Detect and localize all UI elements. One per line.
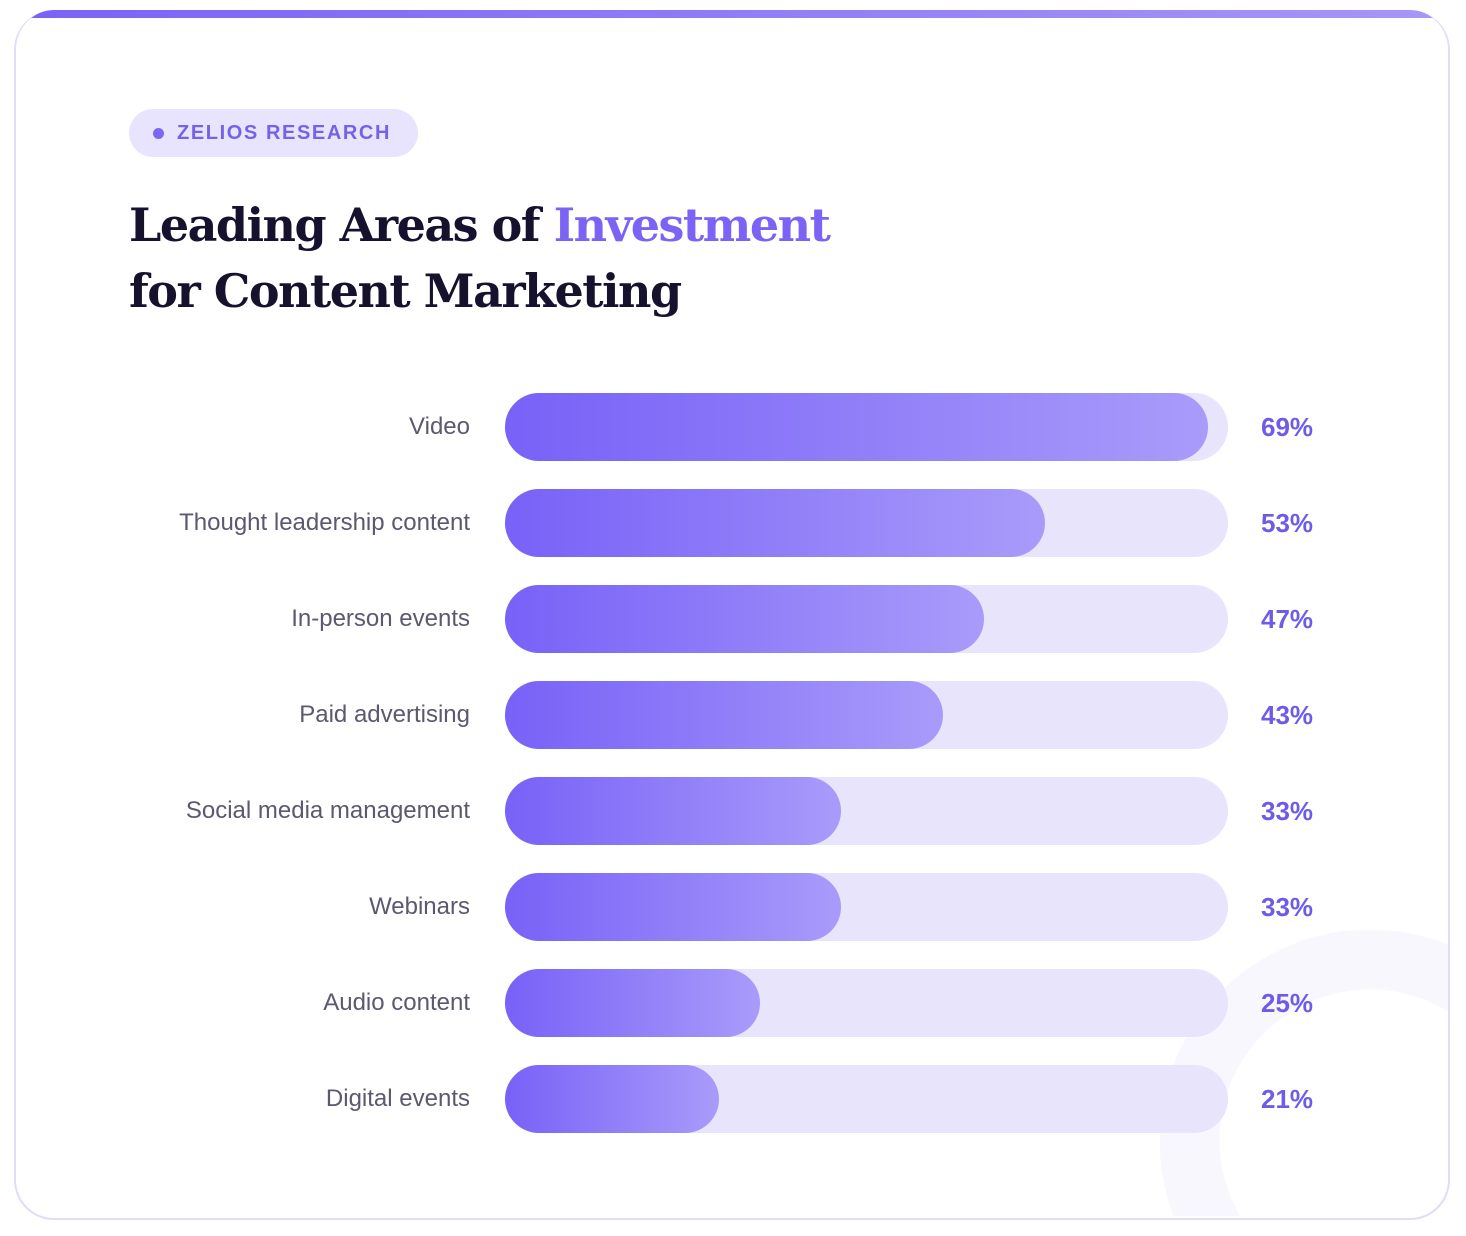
category-label: In-person events bbox=[291, 605, 470, 632]
category-label: Social media management bbox=[185, 797, 470, 824]
category-label: Webinars bbox=[369, 893, 470, 920]
bar-track bbox=[505, 873, 1228, 941]
value-label: 43% bbox=[1261, 700, 1314, 730]
bar bbox=[505, 777, 842, 845]
bar-row: Social media management 33% bbox=[16, 777, 1436, 845]
category-label: Digital events bbox=[325, 1085, 470, 1112]
value-label: 33% bbox=[1261, 892, 1314, 922]
chart-card: ZELIOS RESEARCH Leading Areas of Investm… bbox=[14, 10, 1450, 1220]
value-label: 69% bbox=[1261, 412, 1314, 442]
value-label: 47% bbox=[1261, 604, 1314, 634]
bar bbox=[505, 681, 943, 749]
source-badge: ZELIOS RESEARCH bbox=[129, 109, 418, 157]
category-label: Audio content bbox=[323, 989, 470, 1016]
bar-track bbox=[505, 969, 1228, 1037]
category-label: Video bbox=[409, 413, 470, 440]
value-label: 21% bbox=[1261, 1084, 1314, 1114]
value-label: 25% bbox=[1261, 988, 1314, 1018]
bar-track bbox=[505, 393, 1228, 461]
title-part1: Leading Areas of bbox=[129, 198, 554, 252]
value-label: 53% bbox=[1261, 508, 1314, 538]
bar-track bbox=[505, 777, 1228, 845]
bar-track bbox=[505, 681, 1228, 749]
bar-row: Webinars 33% bbox=[16, 873, 1436, 941]
bar-row: In-person events 47% bbox=[16, 585, 1436, 653]
title-highlight: Investment bbox=[553, 198, 831, 252]
bar-row: Thought leadership content 53% bbox=[16, 489, 1436, 557]
bar-row: Digital events 21% bbox=[16, 1065, 1436, 1133]
badge-label: ZELIOS RESEARCH bbox=[177, 121, 392, 144]
bar-row: Audio content 25% bbox=[16, 969, 1436, 1037]
bar-row: Video 69% bbox=[16, 393, 1436, 461]
chart-title: Leading Areas of Investment for Content … bbox=[129, 192, 831, 324]
category-label: Thought leadership content bbox=[179, 509, 470, 536]
bar-track bbox=[505, 1065, 1228, 1133]
bar bbox=[505, 969, 760, 1037]
bar bbox=[505, 489, 1045, 557]
bar bbox=[505, 1065, 719, 1133]
title-line2: for Content Marketing bbox=[129, 264, 682, 318]
bar bbox=[505, 873, 842, 941]
dot-icon bbox=[153, 127, 164, 139]
bar bbox=[505, 585, 984, 653]
value-label: 33% bbox=[1261, 796, 1314, 826]
accent-bar bbox=[16, 10, 1448, 18]
bar-track bbox=[505, 489, 1228, 557]
bar-row: Paid advertising 43% bbox=[16, 681, 1436, 749]
bar-track bbox=[505, 585, 1228, 653]
category-label: Paid advertising bbox=[299, 701, 470, 728]
bar bbox=[505, 393, 1208, 461]
